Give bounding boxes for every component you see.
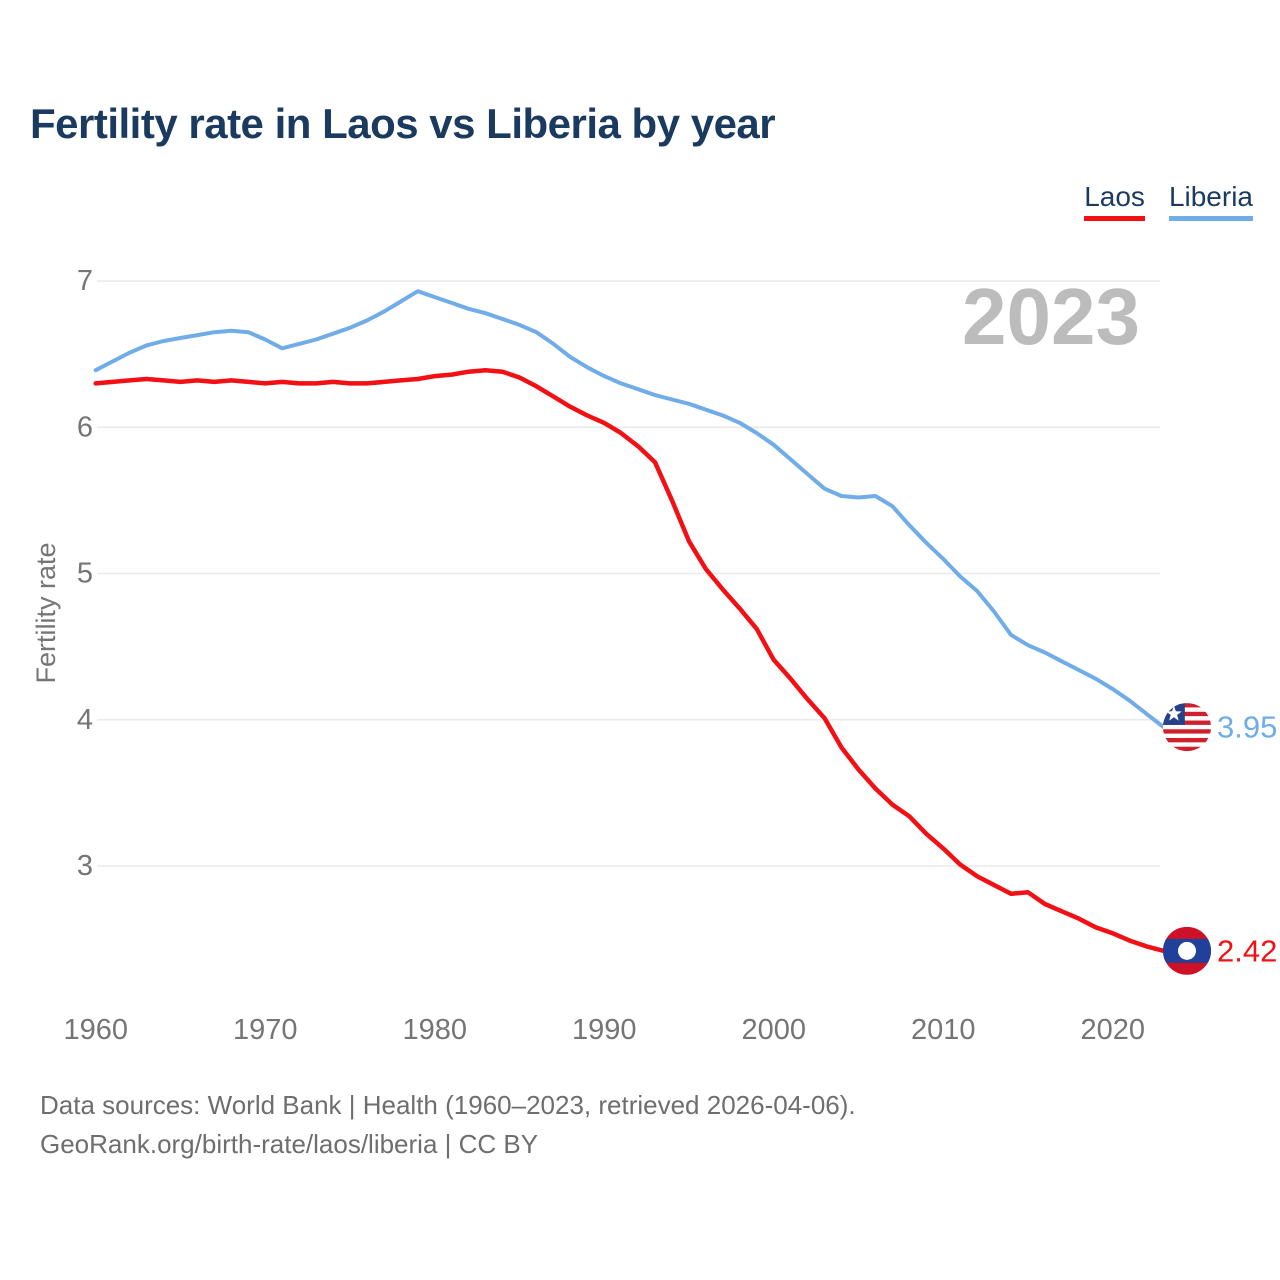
x-tick-label: 1960 — [63, 1014, 128, 1046]
y-tick-label: 5 — [77, 558, 93, 590]
liberia-line[interactable] — [93, 289, 1166, 730]
x-tick-label: 1970 — [233, 1014, 298, 1046]
year-watermark: 2023 — [962, 272, 1140, 361]
liberia-end-value: 3.95 — [1217, 710, 1277, 745]
attribution-line: GeoRank.org/birth-rate/laos/liberia | CC… — [40, 1129, 539, 1159]
x-tick-label: 2010 — [911, 1014, 976, 1046]
source-footer: Data sources: World Bank | Health (1960–… — [40, 1086, 856, 1164]
x-tick-label: 1990 — [572, 1014, 637, 1046]
y-tick-label: 4 — [77, 704, 93, 736]
laos-end-value: 2.42 — [1217, 933, 1277, 968]
x-tick-label: 2020 — [1080, 1014, 1145, 1046]
x-tick-label: 1980 — [402, 1014, 467, 1046]
legend-item-laos[interactable]: Laos — [1084, 181, 1145, 221]
laos-flag-icon — [1163, 926, 1211, 975]
x-tick-label: 2000 — [741, 1014, 806, 1046]
source-line: Data sources: World Bank | Health (1960–… — [40, 1090, 856, 1120]
liberia-flag-icon — [1163, 703, 1211, 752]
y-tick-label: 3 — [77, 850, 93, 882]
y-axis-label: Fertility rate — [31, 542, 61, 683]
legend: Laos Liberia — [1084, 181, 1253, 221]
laos-line[interactable] — [93, 367, 1166, 954]
y-tick-label: 6 — [77, 411, 93, 443]
page-title: Fertility rate in Laos vs Liberia by yea… — [30, 100, 776, 147]
y-tick-label: 7 — [77, 265, 93, 297]
legend-item-liberia[interactable]: Liberia — [1168, 181, 1253, 221]
